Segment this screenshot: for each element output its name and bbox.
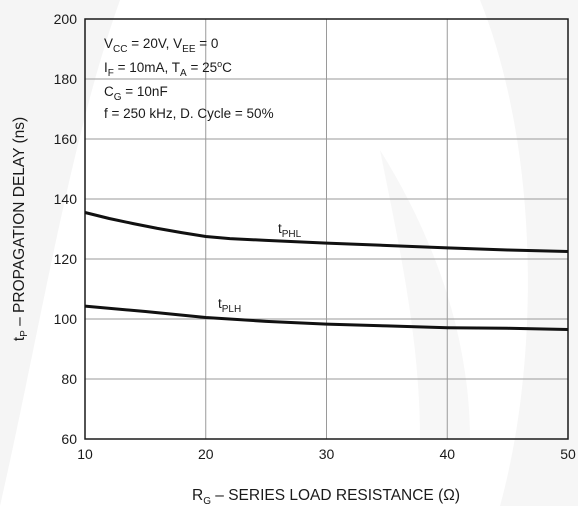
x-tick-label: 20 [198,446,214,462]
x-tick-label: 10 [77,446,93,462]
y-tick-label: 160 [54,131,78,147]
plot-frame [84,18,569,440]
y-tick-label: 140 [54,191,78,207]
y-tick-label: 100 [54,311,78,327]
y-tick-label: 120 [54,251,78,267]
x-tick-label: 30 [319,446,335,462]
y-tick-label: 200 [54,11,78,27]
y-tick-label: 80 [61,371,77,387]
annotation-capacitance: CG = 10nF [104,84,168,103]
annotation-current-temp: IF = 10mA, TA = 25oC [104,59,232,79]
y-axis-label: tP – PROPAGATION DELAY (ns) [11,117,30,341]
series-group [84,211,569,331]
annotation-frequency: f = 250 kHz, D. Cycle = 50% [104,106,274,121]
y-tick-label: 60 [61,431,77,447]
x-tick-label: 50 [560,446,576,462]
y-tick-label: 180 [54,71,78,87]
axis-ticks: 10 20 30 40 50 60 80 100 120 140 160 180 200 [54,11,576,462]
series-line-tplh [84,304,569,331]
gridlines [85,19,568,439]
x-tick-label: 40 [439,446,455,462]
series-label-tplh: tPLH [218,296,241,315]
annotation-supply: VCC = 20V, VEE = 0 [104,36,218,55]
series-label-tphl: tPHL [278,221,302,240]
x-axis-label: RG – SERIES LOAD RESISTANCE (Ω) [192,487,460,506]
series-line-tphl [84,211,569,253]
